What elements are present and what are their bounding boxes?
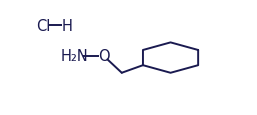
Text: H: H [61,19,72,34]
Text: H₂N: H₂N [61,49,89,64]
Text: O: O [98,49,110,64]
Text: Cl: Cl [36,19,50,34]
